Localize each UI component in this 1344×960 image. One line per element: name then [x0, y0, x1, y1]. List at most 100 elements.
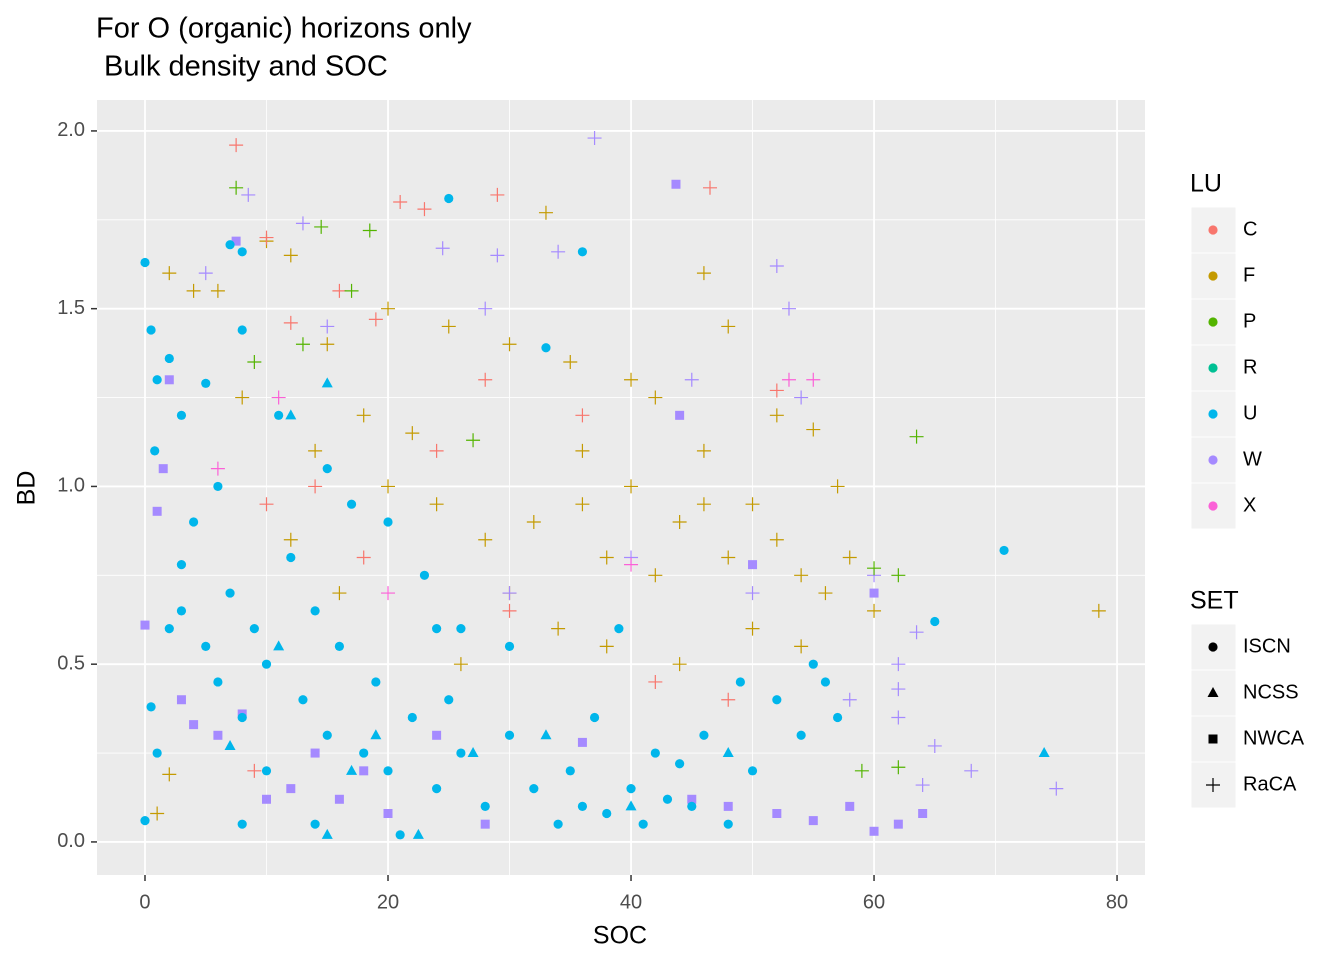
point [405, 426, 420, 441]
point [383, 766, 393, 776]
point [599, 550, 614, 565]
point [832, 712, 843, 723]
point [675, 410, 685, 420]
point [526, 514, 541, 529]
point [150, 806, 165, 821]
point [696, 497, 711, 512]
point [237, 247, 247, 257]
point [164, 353, 174, 364]
point [162, 767, 177, 782]
chart-title: For O (organic) horizons only [96, 13, 472, 45]
point [999, 545, 1009, 556]
point [356, 550, 371, 565]
point [478, 301, 493, 316]
point [298, 695, 308, 705]
x-tick-label: 20 [377, 891, 399, 913]
point [444, 695, 454, 705]
point [261, 659, 272, 669]
legend-symbol [1208, 409, 1218, 419]
point [648, 674, 663, 689]
point [504, 730, 515, 740]
point [237, 712, 247, 723]
point [274, 410, 284, 420]
point [186, 283, 201, 298]
point [794, 639, 809, 654]
point [553, 819, 563, 829]
point [283, 248, 298, 263]
point [310, 606, 320, 616]
point [891, 657, 906, 672]
point [909, 429, 924, 444]
point [927, 738, 942, 753]
point [745, 586, 760, 601]
point [748, 560, 758, 570]
point [295, 216, 310, 231]
point [140, 257, 150, 268]
point [321, 377, 333, 388]
legend-title: SET [1190, 587, 1239, 615]
point [456, 748, 466, 758]
point [703, 180, 718, 195]
point [176, 695, 186, 705]
point [435, 241, 450, 256]
legend-title: LU [1190, 170, 1222, 198]
point [225, 588, 235, 598]
point [286, 784, 296, 794]
point [344, 283, 359, 298]
point [152, 748, 162, 758]
point [417, 202, 432, 217]
point [295, 337, 310, 352]
point [964, 763, 979, 778]
point [806, 372, 821, 387]
point [467, 747, 479, 758]
point [419, 570, 430, 580]
point [188, 517, 199, 527]
point [745, 497, 760, 512]
point [359, 766, 369, 776]
point [796, 730, 806, 740]
point [854, 763, 869, 778]
point [722, 747, 734, 758]
y-tick-label: 1.0 [57, 475, 85, 497]
point [648, 568, 663, 583]
point [164, 624, 174, 634]
legend-symbol [1208, 734, 1218, 744]
point [429, 497, 444, 512]
point [1038, 747, 1050, 758]
point [675, 759, 685, 769]
point [648, 390, 663, 405]
point [407, 712, 417, 723]
legend-label: NWCA [1243, 727, 1305, 749]
point [721, 550, 736, 565]
x-axis-title: SOC [593, 922, 647, 950]
point [162, 266, 177, 281]
point [249, 624, 259, 634]
point [577, 737, 587, 747]
point [150, 446, 160, 456]
point [241, 187, 256, 202]
point [502, 337, 517, 352]
point [285, 409, 297, 420]
legend-label: ISCN [1243, 635, 1291, 657]
point [794, 390, 809, 405]
point [283, 532, 298, 547]
point [577, 247, 588, 257]
point [909, 625, 924, 640]
point [237, 819, 247, 829]
point [624, 557, 639, 572]
point [723, 819, 733, 829]
point [235, 390, 250, 405]
point [371, 677, 381, 687]
point [466, 433, 481, 448]
point [502, 603, 517, 618]
point [565, 766, 575, 776]
point [589, 712, 600, 723]
point [368, 312, 383, 327]
point [540, 729, 552, 740]
point [638, 819, 648, 829]
point [322, 464, 332, 474]
point [261, 766, 272, 776]
legend-label: X [1243, 494, 1256, 516]
point [480, 801, 490, 811]
